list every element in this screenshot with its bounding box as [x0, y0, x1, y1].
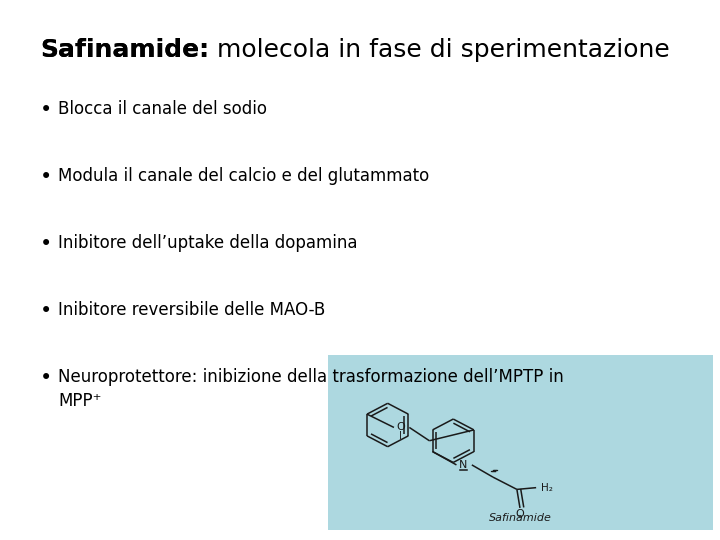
Text: H₂: H₂ — [541, 483, 553, 492]
Text: •: • — [40, 301, 53, 321]
Text: •: • — [40, 234, 53, 254]
Text: molecola in fase di sperimentazione: molecola in fase di sperimentazione — [209, 38, 670, 62]
Text: O: O — [397, 422, 405, 433]
Text: Safinamide: Safinamide — [489, 513, 552, 523]
Text: O: O — [516, 509, 524, 519]
Text: Inibitore reversibile delle MAO-B: Inibitore reversibile delle MAO-B — [58, 301, 325, 319]
Text: Safinamide:: Safinamide: — [40, 38, 209, 62]
Text: •: • — [40, 368, 53, 388]
Text: Neuroprotettore: inibizione della trasformazione dell’MPTP in
MPP⁺: Neuroprotettore: inibizione della trasfo… — [58, 368, 564, 410]
Text: Inibitore dell’uptake della dopamina: Inibitore dell’uptake della dopamina — [58, 234, 358, 252]
Text: •: • — [40, 100, 53, 120]
Bar — [328, 355, 713, 530]
Text: I: I — [399, 431, 402, 441]
Text: Blocca il canale del sodio: Blocca il canale del sodio — [58, 100, 267, 118]
Text: N: N — [459, 460, 467, 470]
Text: •: • — [40, 167, 53, 187]
Text: Safinamide:: Safinamide: — [40, 38, 209, 62]
Text: Modula il canale del calcio e del glutammato: Modula il canale del calcio e del glutam… — [58, 167, 429, 185]
